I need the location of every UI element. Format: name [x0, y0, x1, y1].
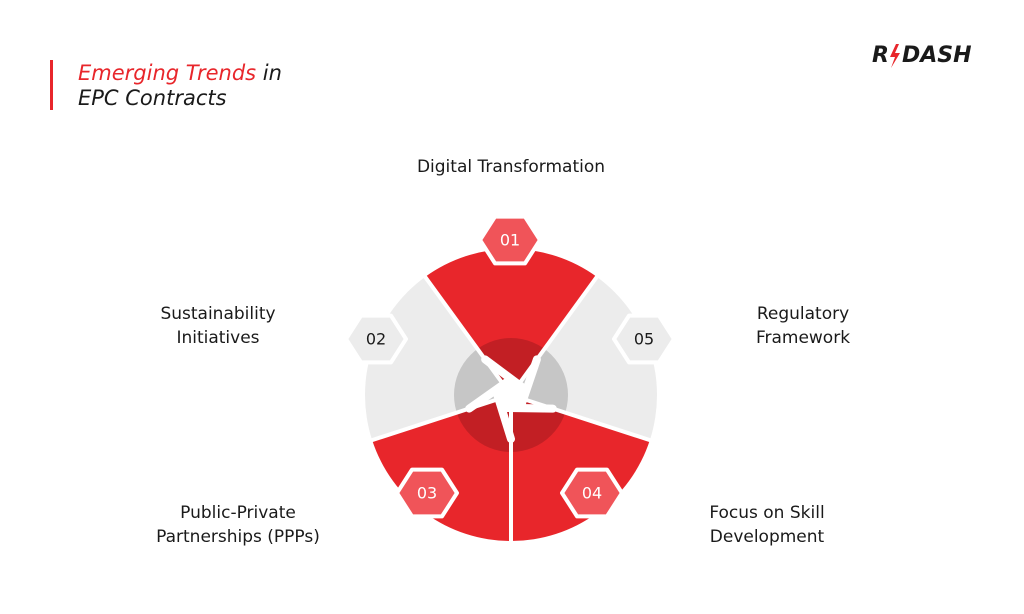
item-label: Framework — [756, 328, 850, 348]
item-label: Partnerships (PPPs) — [156, 527, 320, 547]
badge-number: 04 — [582, 484, 602, 503]
item-label: Initiatives — [176, 328, 259, 348]
item-label: Public-Private — [180, 503, 296, 523]
badge-number: 05 — [634, 330, 654, 349]
badge — [395, 467, 459, 519]
divider — [510, 393, 653, 443]
badge — [344, 313, 408, 365]
title-rest: in — [263, 61, 282, 85]
divider — [369, 393, 512, 443]
divider — [509, 274, 600, 397]
center-star — [465, 355, 557, 443]
badge-number: 02 — [366, 330, 386, 349]
item-label: Development — [710, 527, 825, 547]
title-accent — [50, 60, 53, 110]
logo-right: DASH — [902, 43, 972, 68]
badge-number: 03 — [417, 484, 437, 503]
segment — [364, 276, 511, 441]
logo-left: R — [872, 43, 889, 68]
divider — [422, 274, 513, 397]
badge — [478, 214, 542, 266]
wheel — [364, 249, 657, 543]
item-label: Focus on Skill — [709, 503, 824, 523]
title-highlight: Emerging Trends — [78, 61, 256, 85]
segment — [511, 276, 657, 441]
badge — [560, 467, 624, 519]
badge-number: 01 — [500, 231, 520, 250]
item-label: Regulatory — [757, 304, 849, 324]
title: Emerging Trends in — [78, 61, 282, 85]
item-label: Sustainability — [160, 304, 275, 324]
logo: R DASH — [872, 43, 972, 68]
item-label: Digital Transformation — [417, 157, 605, 177]
title-line2: EPC Contracts — [78, 86, 227, 110]
logo-bolt — [890, 44, 900, 68]
badge — [612, 313, 676, 365]
segment — [425, 249, 597, 395]
